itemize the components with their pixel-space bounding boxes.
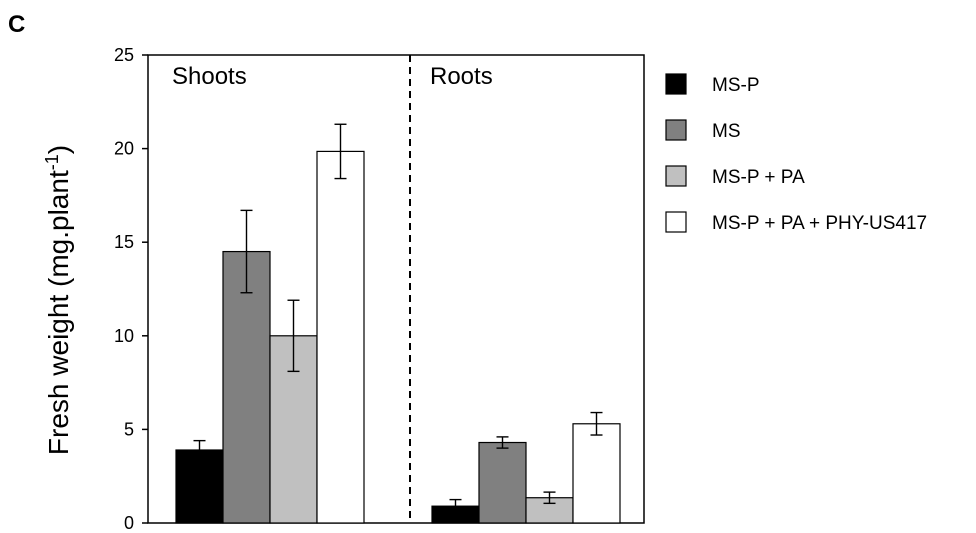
- legend-swatch: [665, 119, 687, 141]
- bar: [316, 150, 365, 524]
- bar: [222, 250, 271, 524]
- bar: [478, 441, 527, 524]
- y-tick-label: 25: [114, 45, 134, 65]
- bars: [175, 123, 621, 524]
- y-axis: 0 5 10 15 20 25: [114, 45, 148, 533]
- y-tick-label: 10: [114, 326, 134, 346]
- y-tick-label: 5: [124, 419, 134, 439]
- legend-label: MS: [712, 121, 741, 142]
- legend-swatch: [665, 165, 687, 187]
- y-tick-label: 0: [124, 513, 134, 533]
- y-tick-label: 15: [114, 232, 134, 252]
- legend: MS-P MS MS-P + PA MS-P + PA + PHY-US417: [665, 73, 927, 234]
- legend-label: MS-P + PA: [712, 167, 805, 188]
- plot-frame: [147, 54, 645, 524]
- y-axis-label-main: Fresh weight (mg.plant: [43, 170, 74, 455]
- group-label-shoots: Shoots: [172, 63, 247, 90]
- panel-label: C: [8, 11, 25, 38]
- legend-label: MS-P: [712, 75, 760, 96]
- y-axis-label: Fresh weight (mg.plant-1): [42, 145, 74, 455]
- legend-label: MS-P + PA + PHY-US417: [712, 213, 927, 234]
- group-label-roots: Roots: [430, 63, 493, 90]
- legend-swatch: [665, 211, 687, 233]
- y-axis-label-sup: -1: [42, 154, 62, 170]
- legend-swatch: [665, 73, 687, 95]
- bar: [572, 423, 621, 524]
- y-axis-label-close: ): [43, 145, 74, 154]
- bar: [175, 449, 224, 524]
- y-tick-label: 20: [114, 139, 134, 159]
